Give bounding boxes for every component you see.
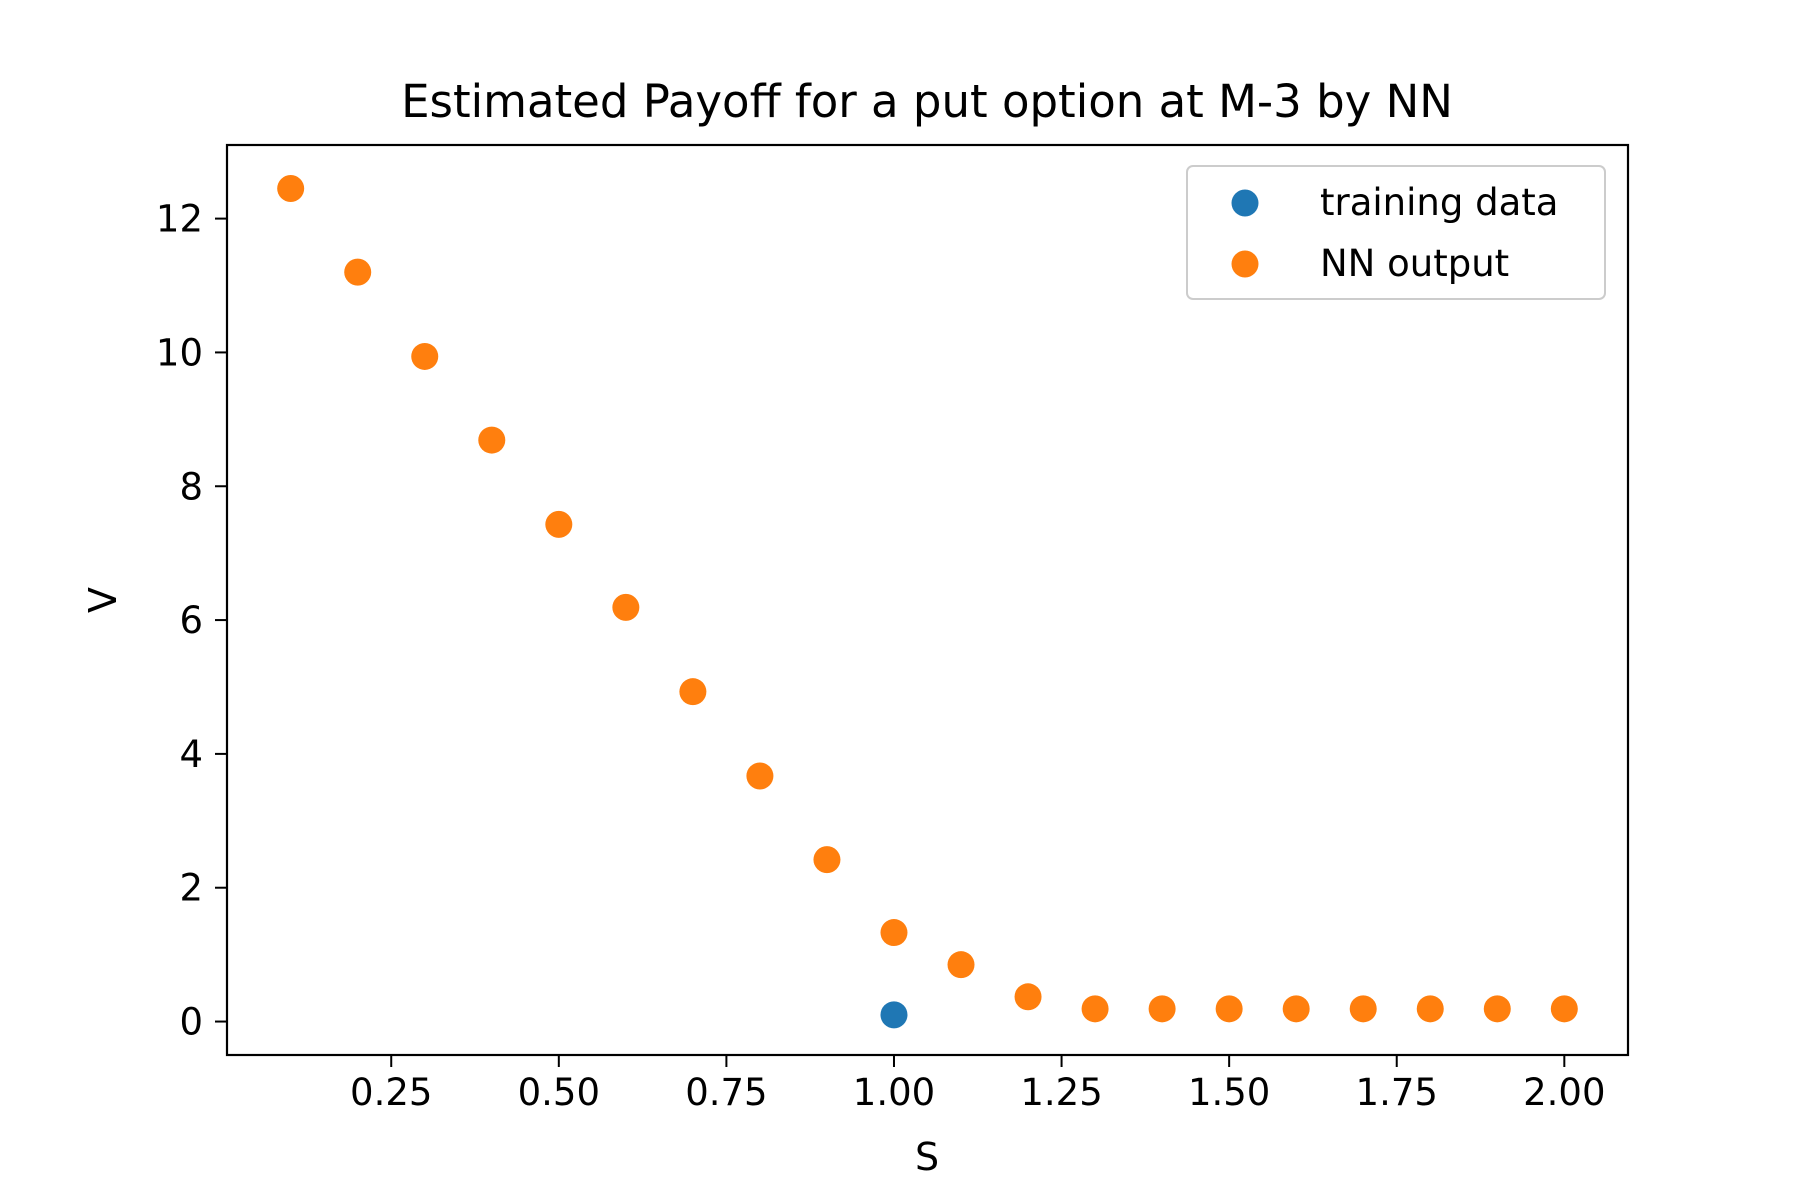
nn-output-point — [277, 174, 305, 202]
nn-output-point — [1416, 995, 1444, 1023]
legend-label-training-data: training data — [1320, 181, 1558, 224]
nn-output-point — [344, 258, 372, 286]
legend-box — [1186, 165, 1606, 300]
nn-output-point — [1014, 983, 1042, 1011]
nn-output-point — [1148, 995, 1176, 1023]
nn-output-point — [1550, 995, 1578, 1023]
x-tick-label: 2.00 — [1523, 1071, 1605, 1114]
y-tick-label: 4 — [179, 733, 203, 776]
nn-output-point — [612, 593, 640, 621]
nn-output-point — [746, 762, 774, 790]
nn-output-point — [679, 678, 707, 706]
nn-output-point — [1215, 995, 1243, 1023]
y-tick-label: 2 — [179, 867, 203, 910]
nn-output-point — [1282, 995, 1310, 1023]
nn-output-point — [1483, 995, 1511, 1023]
nn-output-point — [813, 846, 841, 874]
x-tick-label: 1.00 — [853, 1071, 935, 1114]
nn-output-point — [478, 426, 506, 454]
nn-output-point — [947, 951, 975, 979]
y-tick-label: 6 — [179, 599, 203, 642]
legend-marker-nn-output — [1231, 250, 1259, 278]
nn-output-point — [545, 510, 573, 538]
legend-label-nn-output: NN output — [1320, 242, 1509, 285]
y-axis-ticks: 0 2 4 6 8 10 12 — [156, 198, 227, 1044]
x-tick-label: 0.50 — [518, 1071, 600, 1114]
points-layer — [277, 174, 1578, 1029]
x-tick-label: 1.25 — [1020, 1071, 1102, 1114]
y-tick-label: 8 — [179, 465, 203, 508]
legend-marker-training-data — [1231, 189, 1259, 217]
y-tick-label: 0 — [179, 1001, 203, 1044]
x-tick-label: 1.50 — [1188, 1071, 1270, 1114]
nn-output-point — [411, 342, 439, 370]
chart-title: Estimated Payoff for a put option at M-3… — [401, 75, 1453, 128]
legend: training data NN output — [1186, 165, 1606, 300]
x-axis-ticks: 0.25 0.50 0.75 1.00 1.25 1.50 1.75 2.00 — [350, 1055, 1606, 1114]
plot-area-frame — [225, 143, 1630, 1057]
x-axis-label: S — [915, 1135, 939, 1179]
x-tick-label: 1.75 — [1356, 1071, 1438, 1114]
training-data-point — [880, 1001, 908, 1029]
x-tick-label: 0.25 — [350, 1071, 432, 1114]
y-tick-label: 12 — [156, 198, 203, 241]
nn-output-point — [880, 919, 908, 947]
x-tick-label: 0.75 — [685, 1071, 767, 1114]
nn-output-point — [1081, 995, 1109, 1023]
nn-output-point — [1349, 995, 1377, 1023]
y-axis-label: V — [81, 587, 125, 613]
y-tick-label: 10 — [156, 331, 203, 374]
